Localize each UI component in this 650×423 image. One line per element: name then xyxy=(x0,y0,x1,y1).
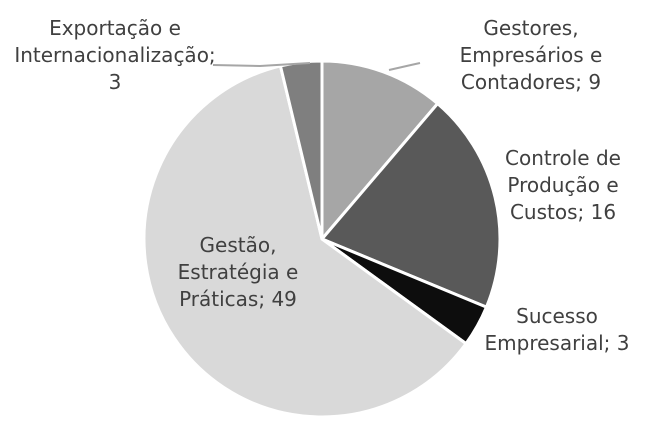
slice-label-line: Sucesso xyxy=(516,304,598,328)
slice-label-line: Produção e xyxy=(507,173,618,197)
leader-lines xyxy=(212,62,421,71)
slice-label-line: Controle de xyxy=(505,146,621,170)
slice-label-line: Empresários e xyxy=(460,43,603,67)
slice-label-2: Controle de Produção e Custos; 16 xyxy=(505,146,621,224)
slice-label-line: Práticas; 49 xyxy=(179,287,297,311)
slice-label-4: Gestão, Estratégia e Práticas; 49 xyxy=(178,233,299,311)
slice-label-line: Estratégia e xyxy=(178,260,299,284)
slice-label-line: Custos; 16 xyxy=(510,200,616,224)
slice-label-line: Gestão, xyxy=(200,233,277,257)
leader-line-5 xyxy=(212,62,311,68)
slice-labels: Gestores, Empresários e Contadores; 9 Contr… xyxy=(14,16,629,355)
slice-label-line: Internacionalização; xyxy=(14,43,215,67)
slice-label-line: Contadores; 9 xyxy=(461,70,601,94)
pie-slice-5 xyxy=(278,59,324,241)
slice-label-line: Gestores, xyxy=(483,16,578,40)
slice-label-1: Gestores, Empresários e Contadores; 9 xyxy=(460,16,603,94)
pie-slices xyxy=(142,59,502,419)
leader-line-1 xyxy=(388,62,421,71)
pie-slice-4 xyxy=(142,64,468,419)
slice-label-line: Empresarial; 3 xyxy=(485,331,630,355)
pie-slice-1 xyxy=(320,59,440,241)
slice-label-line: Exportação e xyxy=(49,16,181,40)
slice-label-line: 3 xyxy=(109,70,122,94)
slice-label-3: Sucesso Empresarial; 3 xyxy=(485,304,630,355)
slice-label-5: Exportação e Internacionalização; 3 xyxy=(14,16,215,94)
